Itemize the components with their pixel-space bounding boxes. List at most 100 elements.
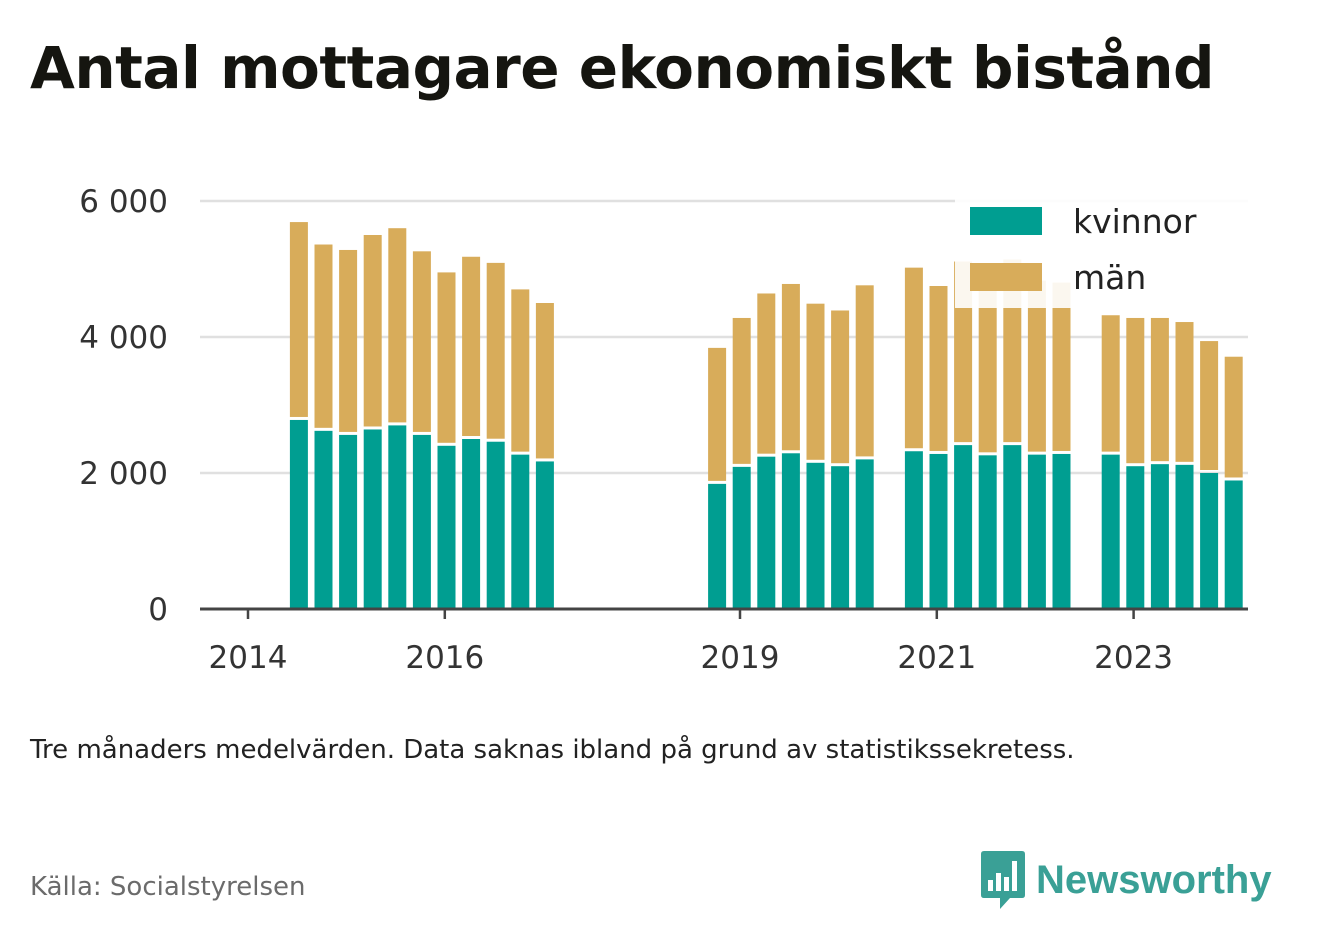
bar-segment-kvinnor — [388, 425, 407, 609]
bar-segment-man — [806, 303, 825, 460]
legend-swatch — [970, 263, 1042, 291]
bar-segment-kvinnor — [339, 434, 358, 609]
bar-2022-Q1 — [1052, 282, 1071, 609]
y-tick-label: 4 000 — [79, 320, 168, 356]
bar-segment-kvinnor — [708, 483, 727, 609]
bar-segment-man — [462, 256, 481, 436]
x-tick-label: 2016 — [405, 640, 484, 676]
legend: kvinnor män — [955, 196, 1248, 308]
bar-segment-kvinnor — [1101, 454, 1120, 609]
bar-segment-man — [708, 347, 727, 481]
bar-2023-Q3 — [1200, 341, 1219, 609]
bar-2021-Q1 — [954, 261, 973, 609]
bar-2016-Q4 — [535, 303, 554, 609]
bar-2023-Q4 — [1224, 356, 1243, 609]
bar-segment-kvinnor — [831, 466, 850, 609]
bar-segment-man — [1101, 315, 1120, 452]
bar-segment-man — [511, 289, 530, 452]
bar-2019-Q2 — [781, 283, 800, 609]
bar-segment-man — [1200, 341, 1219, 470]
bar-2022-Q3 — [1101, 315, 1120, 609]
bar-segment-kvinnor — [1126, 466, 1145, 609]
y-axis: 0 2 000 4 000 6 000 — [79, 184, 168, 628]
bar-2020-Q3 — [904, 267, 923, 609]
bar-segment-kvinnor — [1052, 453, 1071, 609]
bar-segment-man — [388, 228, 407, 423]
bar-2023-Q1 — [1150, 317, 1169, 609]
bar-segment-man — [412, 251, 431, 432]
brand-name: Newsworthy — [1036, 857, 1272, 902]
bar-segment-man — [339, 249, 358, 432]
bar-2018-Q3 — [708, 347, 727, 609]
bar-segment-man — [757, 293, 776, 454]
bar-segment-kvinnor — [806, 462, 825, 609]
bar-2014-Q2 — [289, 222, 308, 609]
chart-note: Tre månaders medelvärden. Data saknas ib… — [30, 735, 1075, 765]
bar-segment-kvinnor — [904, 451, 923, 609]
bar-segment-man — [289, 222, 308, 417]
bar-segment-kvinnor — [757, 456, 776, 609]
legend-swatch — [970, 207, 1042, 235]
bar-segment-kvinnor — [486, 441, 505, 609]
bar-2020-Q4 — [929, 286, 948, 609]
bar-segment-kvinnor — [732, 466, 751, 609]
bar-segment-man — [1052, 282, 1071, 451]
stacked-bar-chart: 0 2 000 4 000 6 000 2014 2016 2019 2021 2023 kv… — [79, 184, 1248, 676]
source-credit: Källa: Socialstyrelsen — [30, 872, 306, 902]
bar-segment-man — [1126, 317, 1145, 464]
bar-segment-man — [535, 303, 554, 459]
bar-segment-man — [1027, 280, 1046, 452]
newsworthy-logo: Newsworthy — [980, 848, 1272, 912]
bar-2015-Q4 — [437, 272, 456, 609]
bar-segment-man — [1175, 322, 1194, 462]
bar-2018-Q4 — [732, 317, 751, 609]
bar-2016-Q3 — [511, 289, 530, 609]
chart-title: Antal mottagare ekonomiskt bistånd — [30, 34, 1215, 102]
legend-label: kvinnor — [1073, 202, 1197, 241]
bar-segment-man — [363, 235, 382, 427]
x-tick-label: 2023 — [1094, 640, 1173, 676]
bar-segment-man — [1224, 356, 1243, 478]
y-tick-label: 6 000 — [79, 184, 168, 220]
bar-2019-Q1 — [757, 293, 776, 609]
x-axis: 2014 2016 2019 2021 2023 — [200, 607, 1248, 676]
bar-segment-man — [904, 267, 923, 449]
x-tick-label: 2014 — [209, 640, 288, 676]
bar-segment-kvinnor — [1027, 454, 1046, 609]
bar-2022-Q4 — [1126, 317, 1145, 609]
bar-segment-man — [978, 275, 997, 453]
y-tick-label: 0 — [148, 592, 168, 628]
bar-segment-man — [314, 244, 333, 428]
bar-2019-Q3 — [806, 303, 825, 609]
x-tick-label: 2021 — [897, 640, 976, 676]
bar-segment-man — [1150, 317, 1169, 462]
x-tick-label: 2019 — [701, 640, 780, 676]
bar-2023-Q2 — [1175, 322, 1194, 609]
bar-2014-Q3 — [314, 244, 333, 609]
bar-segment-kvinnor — [954, 445, 973, 609]
bar-segment-kvinnor — [535, 461, 554, 609]
bar-segment-kvinnor — [1224, 480, 1243, 609]
bar-2014-Q4 — [339, 249, 358, 609]
bar-segment-kvinnor — [1200, 473, 1219, 609]
bar-2019-Q4 — [831, 310, 850, 609]
y-tick-label: 2 000 — [79, 456, 168, 492]
bar-2016-Q2 — [486, 262, 505, 609]
bar-segment-kvinnor — [511, 454, 530, 609]
bar-segment-kvinnor — [781, 453, 800, 609]
bar-segment-man — [732, 317, 751, 464]
bar-segment-man — [781, 283, 800, 451]
bar-2021-Q2 — [978, 275, 997, 609]
newsworthy-bar-chart-icon — [981, 851, 1025, 909]
bar-2015-Q3 — [412, 251, 431, 609]
bar-2021-Q3 — [1003, 259, 1022, 609]
bar-segment-kvinnor — [363, 429, 382, 609]
bar-2021-Q4 — [1027, 280, 1046, 609]
bar-segment-man — [929, 286, 948, 451]
bar-segment-kvinnor — [412, 434, 431, 609]
bar-segment-kvinnor — [289, 419, 308, 609]
bar-segment-kvinnor — [1003, 445, 1022, 609]
bar-2016-Q1 — [462, 256, 481, 609]
bar-2015-Q2 — [388, 228, 407, 609]
bar-2020-Q1 — [855, 285, 874, 609]
